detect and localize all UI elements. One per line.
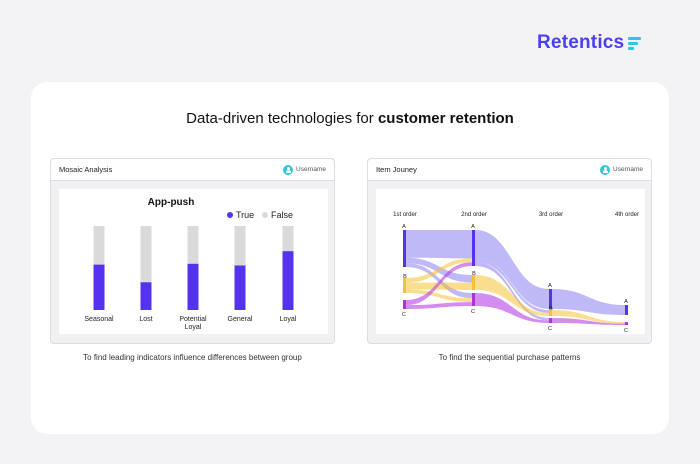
item-journey-sankey: 1st order 2nd order 3rd order 4th order A B C A… [393, 212, 639, 334]
sankey-node [549, 289, 552, 309]
sankey-link-6 [406, 262, 472, 306]
sankey-node-label: C [548, 326, 552, 332]
headline-normal: Data-driven technologies for [186, 110, 378, 127]
sankey-nodes: 1st order 2nd order 3rd order 4th order A B C A… [393, 212, 639, 334]
sankey-link-0 [406, 230, 472, 259]
brand-name: Retentics [537, 32, 625, 53]
sankey-node-label: B [403, 274, 407, 280]
headline: Data-driven technologies for customer re… [0, 110, 700, 127]
x-tick-label: General [228, 316, 253, 323]
sankey-node-label: A [402, 224, 406, 230]
sankey-node-label: A [548, 283, 552, 289]
x-tick-label: Lost [139, 316, 152, 323]
sankey-link-2 [406, 263, 472, 299]
sankey-node [403, 278, 406, 293]
sankey-node-label: B [549, 306, 553, 312]
item-journey-panel: Item Jouney Username 1st order 2nd order 3… [367, 158, 652, 344]
sankey-link-10 [475, 262, 549, 321]
user-icon [283, 164, 294, 175]
brand-logo: Retentics [537, 32, 642, 54]
panel-title: Item Jouney [376, 165, 417, 174]
sankey-node [549, 318, 552, 323]
sankey-link-3 [406, 258, 472, 283]
bar-true-3 [234, 265, 246, 310]
legend-false-label: False [271, 210, 293, 220]
stage-label: 1st order [393, 212, 417, 218]
chart-title: App-push [148, 197, 195, 208]
chart-area: App-push True False Seasonal Lost Potentia… [59, 189, 328, 334]
headline-bold: customer retention [377, 110, 514, 127]
sankey-node-label: C [402, 312, 406, 318]
sankey-node-label: A [624, 299, 628, 305]
user-chip[interactable]: Username [600, 164, 643, 175]
legend-true-label: True [236, 210, 254, 220]
sankey-link-12 [475, 293, 549, 323]
mosaic-analysis-panel: Mosaic Analysis Username App-push True F… [50, 158, 335, 344]
sankey-link-8 [475, 230, 549, 309]
x-tick-label: Loyal [185, 324, 202, 331]
sankey-links [406, 230, 625, 325]
username: Username [613, 166, 643, 173]
sankey-link-7 [406, 302, 472, 309]
panel-header: Mosaic Analysis Username [51, 159, 334, 181]
left-caption: To find leading indicators influence dif… [83, 353, 302, 362]
sankey-node [472, 230, 475, 266]
sankey-node-label: C [624, 328, 628, 334]
app-push-bar-chart: App-push True False Seasonal Lost Potentia… [84, 197, 297, 331]
sankey-node [403, 230, 406, 267]
x-tick-label: Potential [179, 316, 207, 323]
sankey-link-15 [552, 318, 625, 325]
sankey-link-14 [552, 310, 625, 324]
sankey-link-4 [406, 282, 472, 290]
username: Username [296, 166, 326, 173]
bar-true-2 [187, 263, 199, 310]
brand-lines-icon [628, 35, 642, 51]
sankey-node [549, 310, 552, 316]
sankey-node [625, 322, 628, 325]
sankey-node [625, 305, 628, 315]
x-tick-label: Loyal [280, 316, 297, 323]
user-chip[interactable]: Username [283, 164, 326, 175]
sankey-node-label: A [471, 224, 475, 230]
sankey-link-5 [406, 289, 472, 303]
sankey-area: 1st order 2nd order 3rd order 4th order A B C A… [376, 189, 645, 334]
x-tick-label: Seasonal [84, 316, 114, 323]
stage-label: 4th order [615, 212, 639, 218]
bar-true-0 [93, 264, 105, 310]
sankey-node-label: B [472, 271, 476, 277]
stage-label: 2nd order [461, 212, 487, 218]
sankey-link-11 [475, 275, 549, 316]
stage-label: 3rd order [539, 212, 563, 218]
sankey-node-label: C [471, 309, 475, 315]
sankey-link-13 [552, 289, 625, 315]
bar-false-1 [140, 226, 152, 310]
sankey-link-9 [475, 258, 549, 313]
legend-false-marker [262, 212, 268, 218]
sankey-node [472, 293, 475, 306]
right-caption: To find the sequential purchase patterns [438, 353, 581, 362]
legend-true-marker [227, 212, 233, 218]
bar-true-4 [282, 251, 294, 310]
sankey-node [403, 300, 406, 309]
panel-header: Item Jouney Username [368, 159, 651, 181]
user-icon [600, 164, 611, 175]
panel-title: Mosaic Analysis [59, 165, 113, 174]
bar-true-1 [140, 282, 152, 310]
sankey-node [472, 275, 475, 290]
